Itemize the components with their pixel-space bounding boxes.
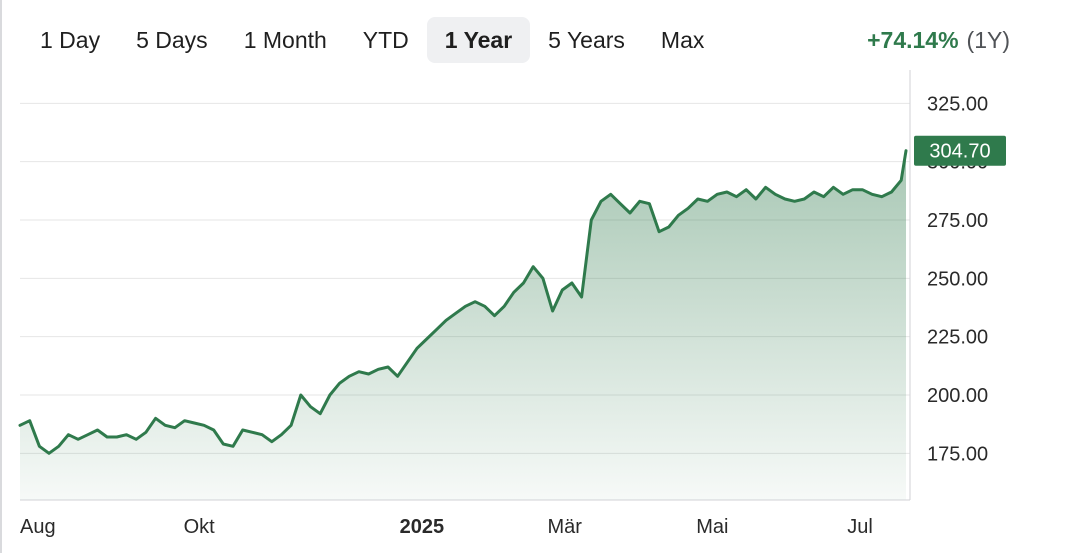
range-max-button[interactable]: Max: [660, 26, 705, 53]
range-1-day-button[interactable]: 1 Day: [40, 26, 101, 53]
last-price-marker: 304.70: [914, 135, 1006, 166]
x-tick-label: Okt: [184, 516, 216, 538]
range-5-years-button[interactable]: 5 Years: [548, 26, 625, 53]
x-tick-label: Mai: [696, 516, 728, 538]
x-tick-label: Jul: [847, 516, 873, 538]
price-area-fill: [20, 150, 906, 500]
y-tick-label: 325.00: [927, 93, 988, 115]
y-tick-label: 225.00: [927, 327, 988, 349]
y-tick-label: 200.00: [927, 385, 988, 407]
last-price-label: 304.70: [929, 141, 990, 163]
y-tick-label: 175.00: [927, 443, 988, 465]
change-period: (1Y): [966, 26, 1010, 53]
range-ytd-button[interactable]: YTD: [362, 26, 409, 53]
y-tick-label: 275.00: [927, 210, 988, 232]
range-1-year-button[interactable]: 1 Year: [426, 17, 531, 63]
time-range-selector: 1 Day 5 Days 1 Month YTD 1 Year 5 Years …: [22, 17, 722, 63]
x-axis-labels: Aug Okt 2025 Mär Mai Jul: [20, 516, 873, 538]
change-percent: +74.14%: [867, 26, 959, 53]
price-line: [18, 149, 908, 455]
range-5-days-button[interactable]: 5 Days: [136, 26, 208, 53]
x-tick-label: 2025: [400, 516, 445, 538]
axes: [20, 70, 911, 501]
x-tick-label: Mär: [547, 516, 582, 538]
x-tick-label: Aug: [20, 516, 56, 538]
left-border: [0, 0, 2, 553]
price-area: [18, 149, 908, 500]
range-1-month-button[interactable]: 1 Month: [243, 26, 327, 53]
performance-change: +74.14% (1Y): [867, 17, 1010, 63]
last-price-badge: [914, 135, 1006, 166]
y-tick-label: 250.00: [927, 268, 988, 290]
